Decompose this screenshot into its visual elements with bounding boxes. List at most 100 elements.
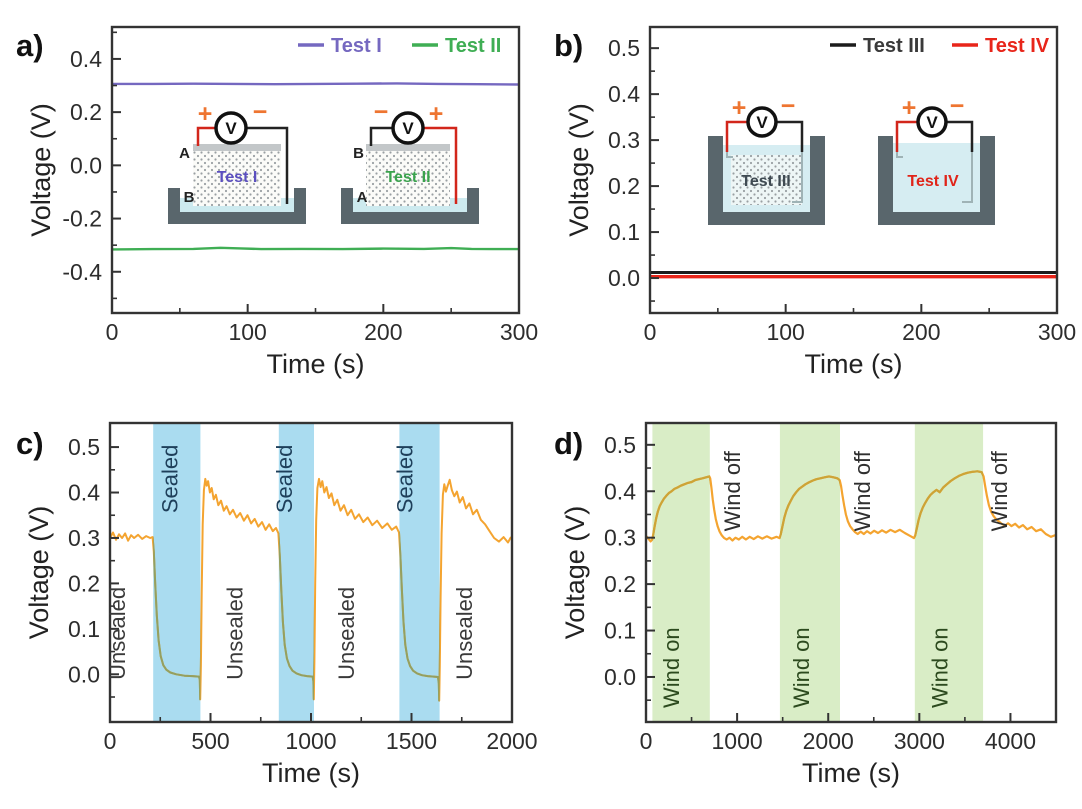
porous-material-dots [731,155,802,205]
x-axis-title: Time (s) [267,349,365,379]
panel-c: 0 500 1000 1500 2000 0.5 0.4 0.3 0.2 0.1 0.0 Time (… [16,421,538,788]
x-axis-title: Time (s) [262,758,360,788]
minus-terminal: − [253,98,268,126]
x-axis-title: Time (s) [805,349,903,379]
y-tick-label: 0.0 [608,265,640,291]
y-tick-label: -0.4 [62,259,102,285]
positive-wire [725,120,748,152]
wind-off-label: Wind off [720,450,745,531]
y-tick-label: 0.5 [608,35,640,61]
right-electrode [792,152,803,203]
electrode-label-top: B [353,145,364,162]
x-axis-title: Time (s) [802,758,900,788]
y-tick-label: 0.3 [604,525,636,551]
x-tick-label: 0 [640,728,653,754]
negative-wire [369,126,393,146]
wind-off-label: Wind off [987,450,1012,531]
plus-terminal: + [198,100,213,128]
x-tick-label: 500 [191,728,229,754]
panel-letter-c: c) [16,426,44,461]
top-electrode [366,144,450,151]
electrode-label-top: A [179,145,190,162]
container-right-wall [810,136,825,225]
wind-off-label: Wind off [850,450,875,531]
left-electrode [896,152,903,158]
y-tick-label: 0.1 [68,616,100,642]
sealed-label: Sealed [157,445,182,514]
plot-border [110,25,521,315]
sealed-label: Sealed [272,445,297,514]
container-left-wall [878,136,893,225]
positive-wire [196,126,216,146]
right-electrode [962,152,973,203]
x-tick-label: 4000 [985,728,1036,754]
x-tick-label: 2000 [486,728,537,754]
electrode-label-bottom: A [357,189,368,206]
series-test-i [112,82,520,86]
plus-terminal: + [902,94,917,122]
negative-wire [776,120,804,152]
y-axis-title: Voltage (V) [24,506,54,640]
voltmeter-symbol: V [756,113,768,132]
inset-test-iv: V + − Test IV [878,92,995,225]
y-tick-label: 0.1 [608,219,640,245]
panel-b: 0 100 200 300 0.5 0.4 0.3 0.2 0.1 0.0 Time (s) Volt… [554,25,1076,379]
plus-terminal: + [732,94,747,122]
x-tick-label: 3000 [894,728,945,754]
y-tick-label: 0.2 [604,571,636,597]
unsealed-label: Unsealed [452,587,477,680]
x-tick-label: 200 [364,319,402,345]
voltmeter-symbol: V [225,119,237,138]
series-test-ii [111,246,519,251]
y-tick-label: 0.5 [68,434,100,460]
y-tick-label: 0.0 [604,664,636,690]
container [168,188,306,224]
y-tick-label: 0.4 [608,81,640,107]
positive-wire [895,120,918,152]
positive-wire [423,126,458,204]
top-electrode [193,144,281,151]
liquid [893,143,980,212]
y-tick-label: 0.0 [70,152,102,178]
container [341,188,479,224]
voltmeter-icon [214,111,248,145]
y-tick-label: 0.1 [604,618,636,644]
legend-label: Test III [863,35,925,57]
sealed-label: Sealed [393,445,418,514]
x-tick-label: 200 [902,319,940,345]
unsealed-label: Unsealed [334,587,359,680]
voltmeter-symbol: V [926,113,938,132]
x-tick-label: 0 [104,728,117,754]
y-tick-label: 0.3 [608,127,640,153]
y-tick-label: 0.2 [68,570,100,596]
voltmeter-icon [746,106,778,138]
wind-on-band [779,423,840,722]
panel-letter-d: d) [554,426,583,461]
negative-wire [246,126,289,204]
voltmeter-icon [391,111,425,145]
y-tick-label: 0.3 [68,525,100,551]
voltmeter-icon [916,106,948,138]
y-axis-title: Voltage (V) [564,103,594,237]
inset-label: Test II [385,169,430,186]
container-bottom [878,212,995,225]
x-tick-label: 1500 [386,728,437,754]
sealed-band [153,423,201,722]
wind-on-label: Wind on [659,627,684,708]
negative-wire [946,120,974,152]
y-axis-title: Voltage (V) [26,103,56,237]
panel-d: 0 1000 2000 3000 4000 0.5 0.4 0.3 0.2 0.1 0.0 Time … [554,421,1058,788]
inset-label: Test I [217,169,258,186]
wind-on-label: Wind on [928,627,953,708]
minus-terminal: − [950,92,965,120]
minus-terminal: − [781,92,796,120]
electrode-label-bottom: B [184,189,195,206]
x-tick-label: 300 [1038,319,1076,345]
y-tick-label: 0.4 [604,478,636,504]
inset-test-iii: V + − Test III [708,92,825,225]
x-tick-label: 300 [500,319,538,345]
legend-label: Test IV [985,35,1050,57]
y-axis-title: Voltage (V) [560,506,590,640]
